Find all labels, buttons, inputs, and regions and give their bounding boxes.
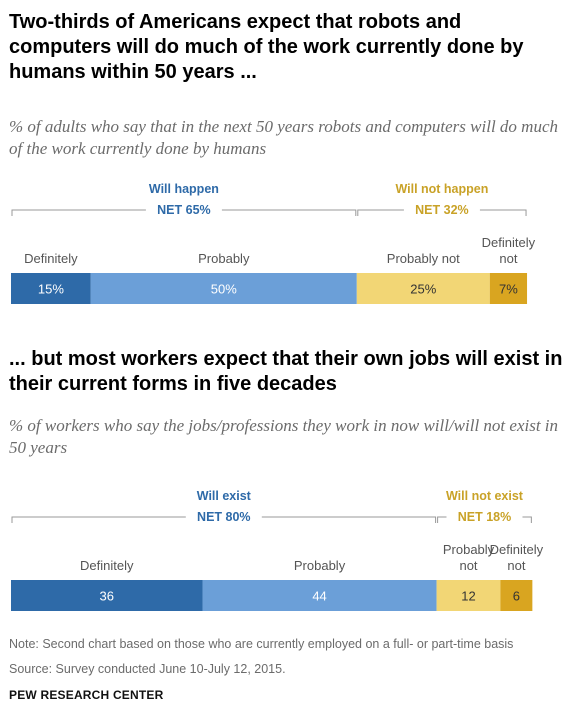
net-group-label: Will happen: [149, 182, 219, 196]
net-bracket: [437, 516, 447, 523]
category-label: Probably not: [387, 251, 460, 266]
category-label: Probably: [198, 251, 250, 266]
chart-1-subtitle: % of adults who say that in the next 50 …: [9, 117, 558, 158]
net-bracket: [479, 209, 527, 216]
bar-definitely-not: [489, 273, 528, 304]
bar-probably: [90, 273, 357, 304]
net-bracket: [11, 209, 146, 216]
chart-1-title: Two-thirds of Americans expect that robo…: [9, 11, 524, 83]
net-value-label: NET 80%: [197, 510, 251, 524]
chart-1-svg: 15% 50% 25% 7% Definitely Probably Probably no…: [11, 182, 536, 304]
bar-probably: [202, 580, 437, 611]
bar-probably-not: [356, 273, 490, 304]
category-label: Definitely not: [490, 542, 544, 573]
category-label: Definitely: [80, 558, 134, 573]
bar-definitely: [11, 580, 203, 611]
chart-2-svg: 36 44 12 6 Definitely Probably Probably notDefi…: [11, 489, 544, 611]
chart-2: 36 44 12 6 Definitely Probably Probably not Defi…: [0, 477, 571, 617]
data-label: 7%: [499, 282, 518, 297]
net-group-label: Will not exist: [446, 489, 524, 503]
data-label: 6: [513, 589, 520, 604]
data-label: 50%: [211, 282, 237, 297]
bar-definitely: [11, 273, 91, 304]
chart-2-title: ... but most workers expect that their o…: [9, 348, 563, 395]
net-bracket: [522, 516, 532, 523]
net-bracket: [357, 209, 404, 216]
category-label: Probably: [294, 558, 346, 573]
brand-logo-text: PEW RESEARCH CENTER: [9, 688, 164, 702]
category-label: Definitely: [24, 251, 78, 266]
chart-2-subtitle: % of workers who say the jobs/profession…: [9, 416, 559, 457]
data-label: 15%: [38, 282, 64, 297]
net-value-label: NET 32%: [415, 203, 469, 217]
category-label: Definitely not: [482, 235, 536, 266]
source: Source: Survey conducted June 10-July 12…: [9, 662, 286, 676]
chart-1: 15% 50% 25% 7% Definitely Probably Probably no…: [0, 170, 571, 310]
bar-definitely-not: [500, 580, 533, 611]
category-label: Probably not: [443, 542, 495, 573]
net-value-label: NET 65%: [157, 203, 211, 217]
net-group-label: Will exist: [197, 489, 252, 503]
note: Note: Second chart based on those who ar…: [9, 637, 514, 651]
data-label: 25%: [410, 282, 436, 297]
net-bracket: [261, 516, 437, 523]
net-value-label: NET 18%: [458, 510, 512, 524]
data-label: 12: [461, 589, 475, 604]
net-bracket: [221, 209, 357, 216]
net-group-label: Will not happen: [395, 182, 488, 196]
data-label: 36: [100, 589, 114, 604]
bar-probably-not: [436, 580, 501, 611]
net-bracket: [11, 516, 186, 523]
data-label: 44: [312, 589, 326, 604]
